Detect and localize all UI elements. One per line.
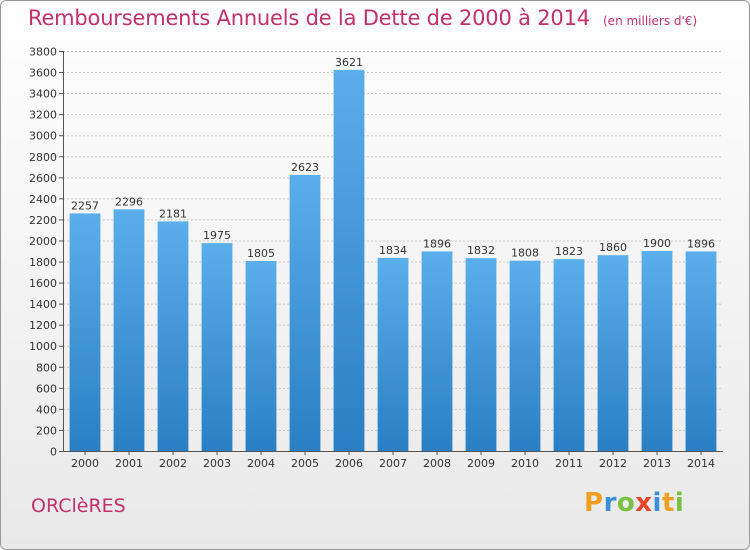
bar-value-label: 1805 [247,247,275,260]
bar [465,258,497,451]
y-tick-label: 3600 [29,67,57,80]
y-tick-label: 3000 [29,130,57,143]
logo-letter: x [635,488,653,518]
x-tick-label: 2007 [379,457,407,470]
bar-value-label: 2623 [291,161,319,174]
y-tick-label: 2400 [29,193,57,206]
bar [113,209,145,451]
y-tick-label: 400 [36,403,57,416]
chart-subtitle: (en milliers d'€) [603,14,698,28]
x-tick-label: 2006 [335,457,363,470]
logo-letter: P [584,488,604,518]
bar-value-label: 1975 [203,229,231,242]
y-tick-label: 3400 [29,88,57,101]
proxiti-logo: Proxiti [584,488,684,518]
bar [69,213,101,451]
x-tick-label: 2001 [115,457,143,470]
bar-value-label: 1808 [511,247,539,260]
x-tick-label: 2012 [599,457,627,470]
bar [509,260,541,451]
y-tick-label: 600 [36,382,57,395]
y-tick-label: 1000 [29,340,57,353]
title-row: Remboursements Annuels de la Dette de 20… [28,6,697,30]
x-tick-label: 2002 [159,457,187,470]
bar-value-label: 2257 [71,199,99,212]
bar-value-label: 1896 [687,237,715,250]
y-tick-label: 2600 [29,172,57,185]
bar-value-label: 1860 [599,241,627,254]
bar-value-label: 3621 [335,56,363,69]
x-tick-label: 2003 [203,457,231,470]
logo-letter: r [603,488,617,518]
x-tick-label: 2008 [423,457,451,470]
x-tick-label: 2000 [71,457,99,470]
bar [157,221,189,451]
x-tick-label: 2014 [687,457,715,470]
bar [597,255,629,451]
bar-value-label: 1834 [379,244,407,257]
x-tick-label: 2005 [291,457,319,470]
y-tick-label: 1400 [29,298,57,311]
bar-value-label: 1900 [643,237,671,250]
y-tick-label: 3800 [29,46,57,59]
y-tick-label: 2200 [29,214,57,227]
chart-title: Remboursements Annuels de la Dette de 20… [28,6,590,30]
bar [553,259,585,451]
bar-value-label: 2181 [159,207,187,220]
bar-value-label: 1896 [423,237,451,250]
bar-value-label: 1832 [467,244,495,257]
bar [201,243,233,451]
logo-letter: i [674,488,685,518]
y-tick-label: 2000 [29,235,57,248]
y-tick-label: 2800 [29,151,57,164]
bar [289,174,321,452]
x-tick-label: 2004 [247,457,275,470]
bar [685,251,717,451]
y-tick-label: 800 [36,361,57,374]
bar-value-label: 2296 [115,195,143,208]
y-tick-label: 1200 [29,319,57,332]
bar [421,251,453,451]
x-tick-label: 2009 [467,457,495,470]
y-tick-label: 1800 [29,256,57,269]
y-tick-label: 1600 [29,277,57,290]
y-tick-label: 200 [36,424,57,437]
logo-letter: t [661,488,675,518]
commune-name: ORClèRES [31,495,126,517]
x-tick-label: 2010 [511,457,539,470]
logo-letter: o [616,488,636,518]
bar [377,257,409,451]
x-tick-label: 2011 [555,457,583,470]
y-tick-label: 3200 [29,109,57,122]
bar [333,69,365,451]
bar [245,261,277,451]
x-tick-label: 2013 [643,457,671,470]
logo-letter: i [652,488,662,518]
y-tick-label: 0 [50,446,57,459]
bar-value-label: 1823 [555,245,583,258]
bar [641,251,673,451]
